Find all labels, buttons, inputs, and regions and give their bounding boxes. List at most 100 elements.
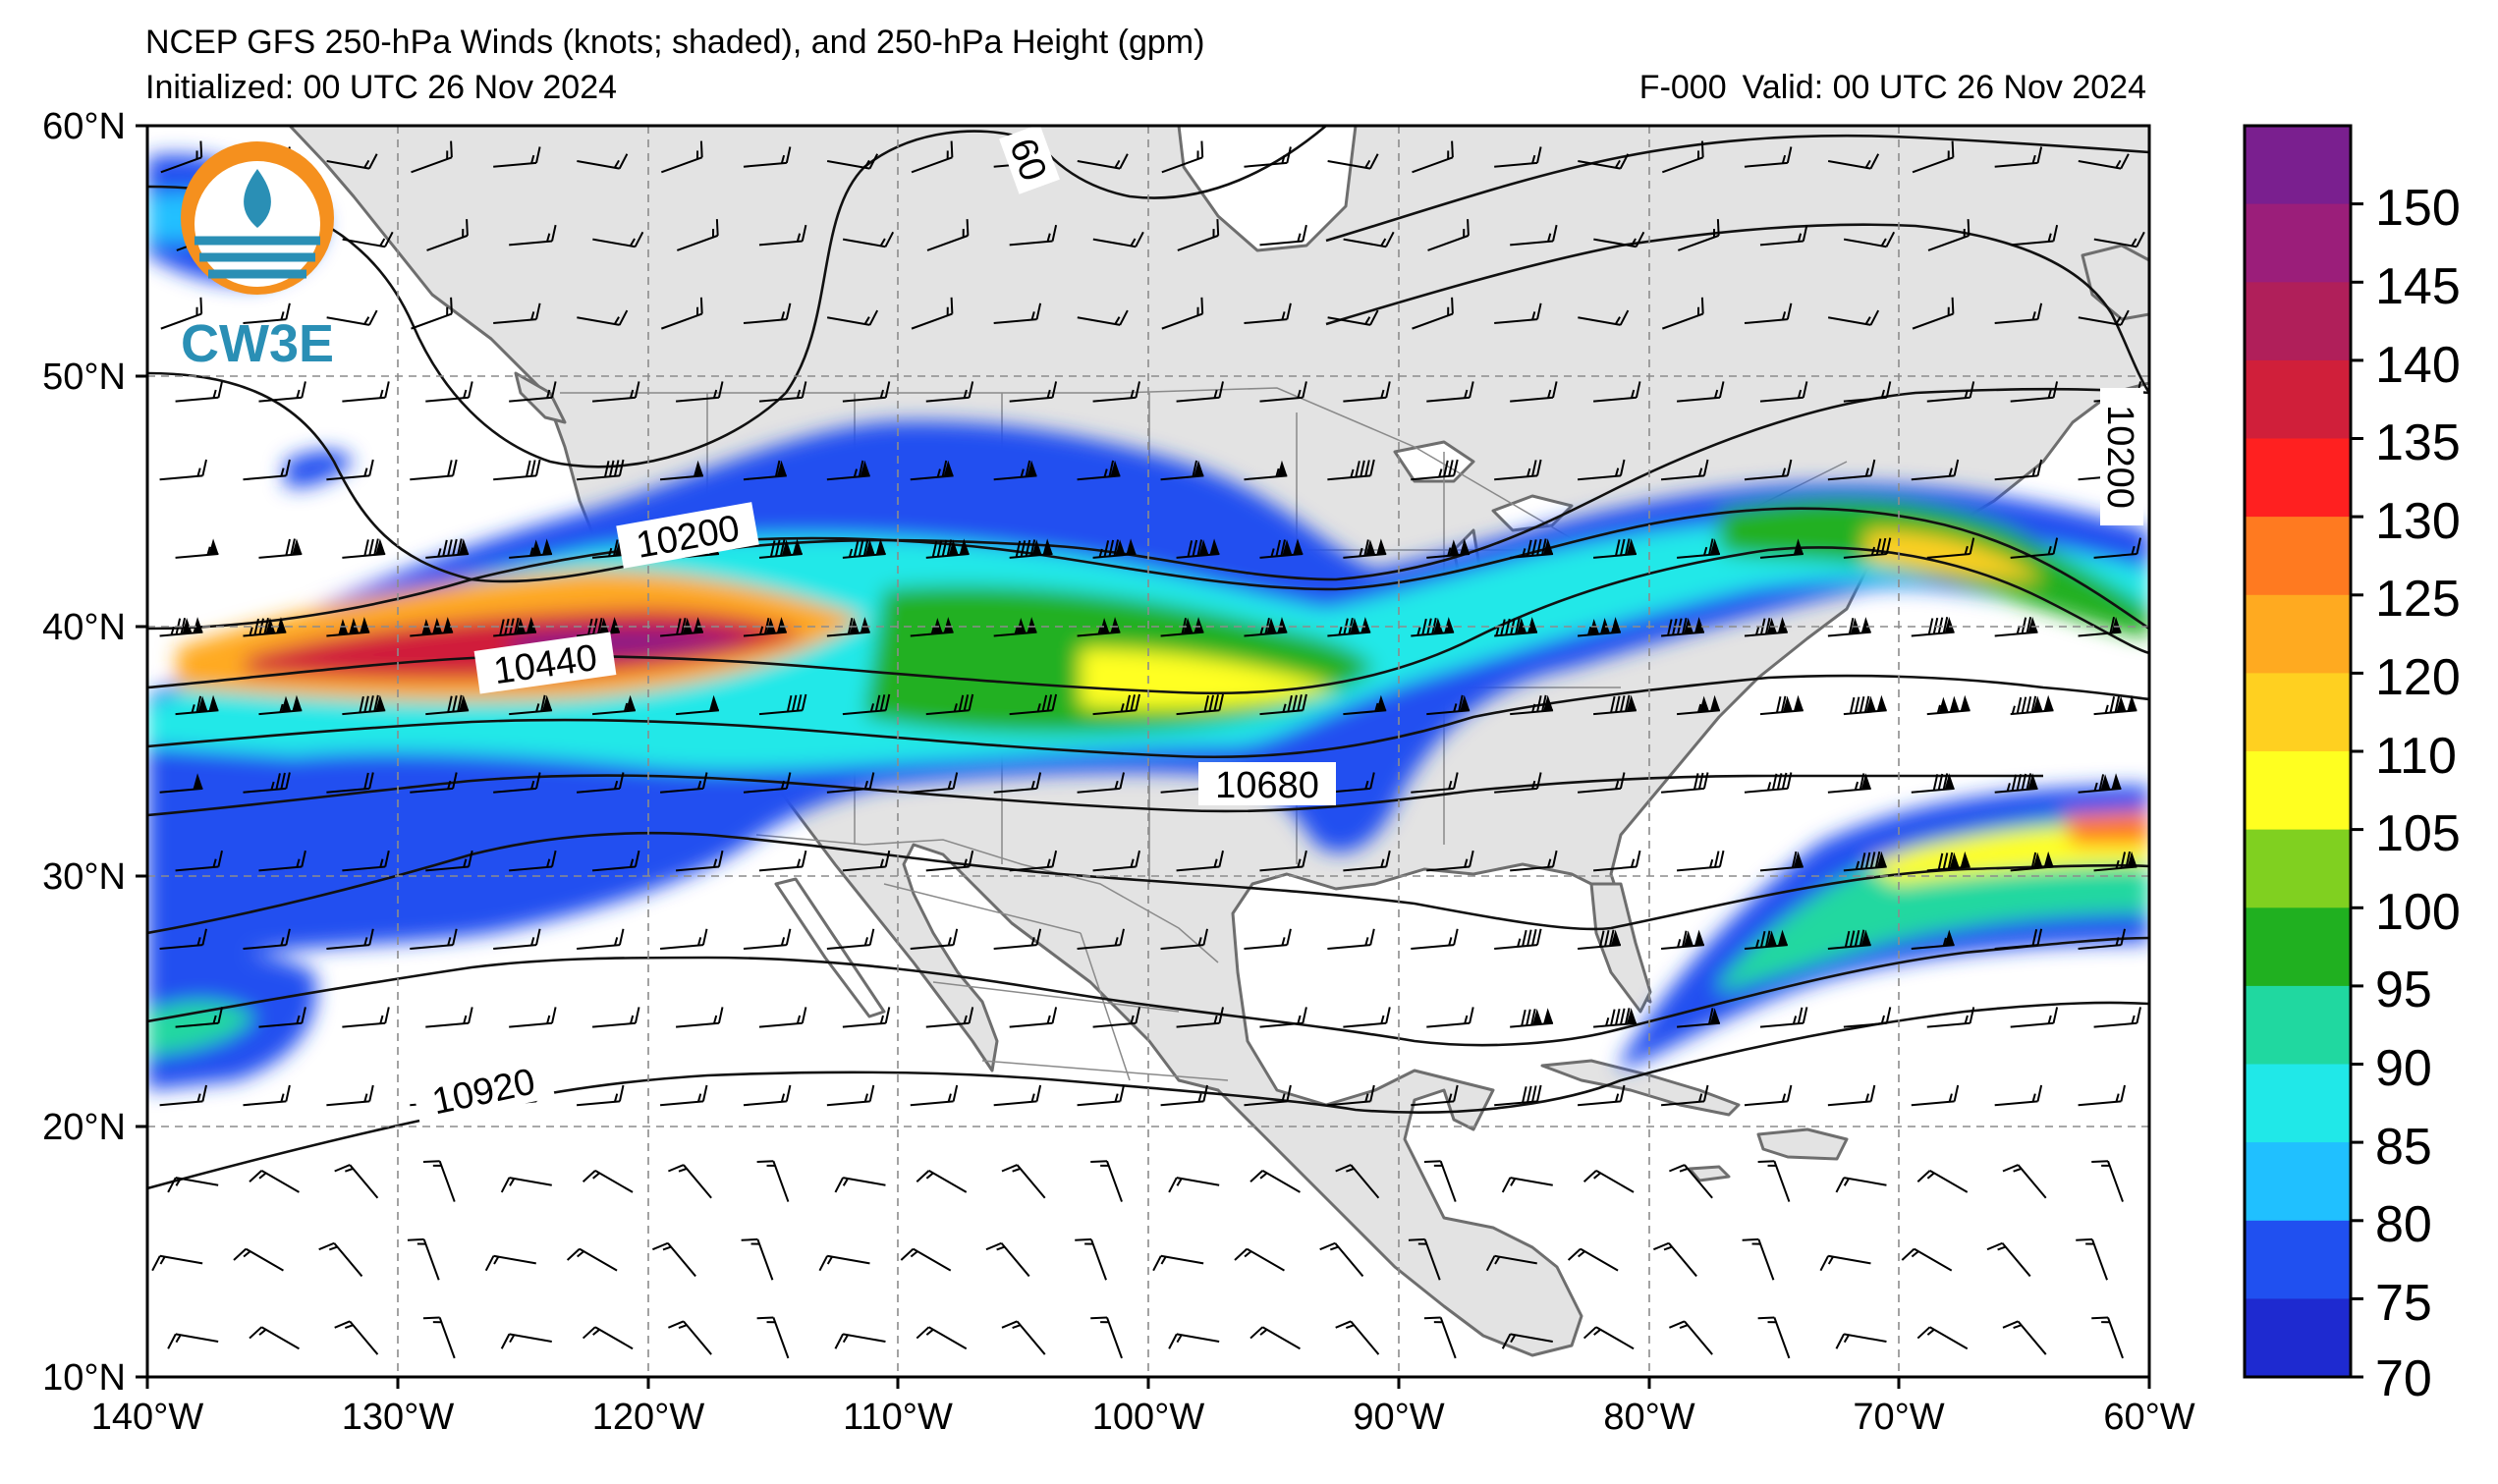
wind-barb [151,1254,203,1272]
wind-barb [2010,381,2059,403]
wind-barb [509,224,557,247]
wind-barb [1343,850,1391,872]
colorbar-label: 140 [2375,337,2461,394]
wind-barb [1092,1007,1140,1028]
wind-barb [1827,773,1871,794]
wind-barb [576,928,625,951]
wind-barb [318,1241,363,1278]
wind-barb [243,1084,291,1107]
wind-barb [659,460,704,481]
wind-barb [1744,459,1793,481]
wind-barb [1009,538,1053,559]
wind-barb [1916,1326,1969,1350]
wind-barb [1744,302,1793,325]
forecast-hour: F-000 [1638,69,1727,106]
wind-barb [756,1160,790,1202]
wind-barb [1327,928,1375,951]
florida-land [1589,882,1652,1014]
wind-barb [1843,231,1896,248]
wind-barb [1412,140,1454,174]
wind-barb [493,302,541,325]
wind-barb [1660,929,1705,951]
wind-barb [1176,1007,1224,1028]
wind-barb [1986,1241,2031,1278]
wind-barb [500,1177,552,1193]
wind-barb [1327,309,1379,326]
wind-barb [422,1160,456,1202]
wind-barb [422,1316,456,1359]
wind-barb [842,381,891,403]
wind-barb [243,928,291,951]
wind-barb [925,693,974,716]
wind-barb [1092,538,1137,559]
wind-barb [1176,381,1224,403]
wind-barb [1411,1084,1459,1107]
wind-barb [675,1007,724,1028]
wind-barb [668,1320,712,1355]
wind-barb [758,224,807,247]
wind-barb [1092,231,1144,248]
wind-barb [159,459,207,481]
wind-barb [1744,146,1793,168]
map-title: NCEP GFS 250-hPa Winds (knots; shaded), … [145,24,1205,61]
wind-barb [1327,153,1379,170]
wind-barb [577,309,629,326]
wind-barb [342,694,386,716]
wind-barb [758,850,807,872]
jet-shade-110 [1081,648,1336,709]
wind-barb [326,309,378,326]
wind-barb [1335,1320,1380,1355]
wind-barb [175,381,223,403]
wind-barb [1259,381,1307,403]
wind-barb [1578,309,1630,326]
wind-barb [426,219,469,251]
wind-barb [1343,231,1395,248]
wind-barb [159,928,207,951]
wind-barb [258,850,306,872]
wind-barb [1592,850,1641,872]
lon-label: 130°W [342,1397,455,1438]
wind-barb [758,381,807,403]
wind-barb [1843,381,1892,403]
wind-barb [2078,153,2130,170]
wind-barb [243,302,291,325]
wind-barb [1901,1247,1953,1272]
wind-barb [1259,1007,1307,1028]
wind-barb [910,928,959,951]
wind-barb [1077,460,1121,481]
wind-barb [1426,850,1474,872]
wind-barb [1819,1254,1871,1272]
hudson-bay [1177,126,1358,252]
wind-barb [675,381,724,403]
wind-barb [1009,850,1058,872]
wind-barb [1335,1164,1380,1199]
wind-barb [1676,1008,1721,1028]
wind-barb [493,772,541,794]
wind-barb [576,1084,625,1107]
wind-barb [993,302,1042,325]
wind-barb [1485,1254,1537,1272]
lat-label: 40°N [42,607,126,648]
wind-barb [1244,302,1292,325]
wind-barb [743,1084,792,1107]
wind-barb [160,140,203,174]
wind-barb [743,302,792,325]
wind-barb [2010,694,2054,716]
lon-labels: 140°W 130°W 120°W 110°W 100°W 90°W 80°W … [91,1397,2195,1438]
wind-barb [743,772,792,794]
wind-barb [2093,231,2145,248]
wind-barb [334,1320,379,1355]
wind-barb [342,538,386,559]
colorbar-label: 110 [2375,728,2457,785]
wind-barb [900,1247,952,1272]
wind-barb [1578,153,1630,170]
wind-barb [342,1007,390,1028]
wind-barb [1661,297,1704,330]
wind-barb [591,694,637,716]
wind-barb [159,1084,207,1107]
wind-barb [1249,1326,1301,1350]
wind-barb [826,309,879,326]
wind-barb [1510,381,1558,403]
colorbar-block [2245,517,2351,596]
wind-barb [1494,772,1542,794]
